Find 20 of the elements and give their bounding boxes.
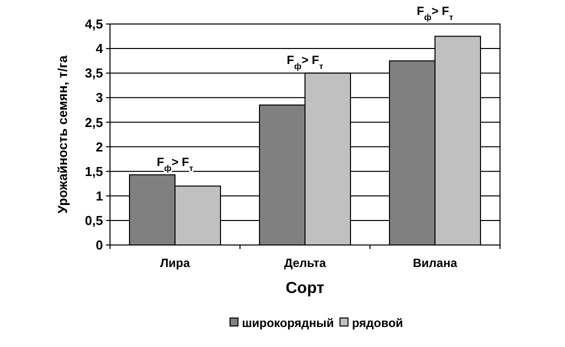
text: F$_{ф}$> F$_{т}$ [416,4,454,22]
annotation: F$_{ф}$> F$_{т}$ [286,53,324,72]
annotation: F$_{ф}$> F$_{т}$ [156,154,194,173]
y-tick-label: 1 [96,188,103,204]
y-tick-label: 4,5 [84,16,103,32]
y-tick-label: 2,5 [84,114,103,130]
y-tick-label: 4 [96,41,104,56]
legend-label: рядовой [352,316,404,330]
y-tick-label: 3,5 [84,66,103,81]
x-tick-label: Дельта [284,256,326,270]
legend-label: широкорядный [242,316,334,330]
x-tick-label: Лира [160,256,190,270]
y-tick-label: 3 [96,90,103,106]
x-axis-title: Сорт [286,280,325,297]
y-axis-title: Урожайность семян, т/га [55,54,70,214]
y-tick-label: 0,5 [84,212,103,228]
y-tick-label: 1,5 [84,164,103,179]
x-tick-label: Вилана [412,256,458,270]
y-tick-label: 0 [96,238,103,253]
y-tick-label: 2 [96,139,103,154]
